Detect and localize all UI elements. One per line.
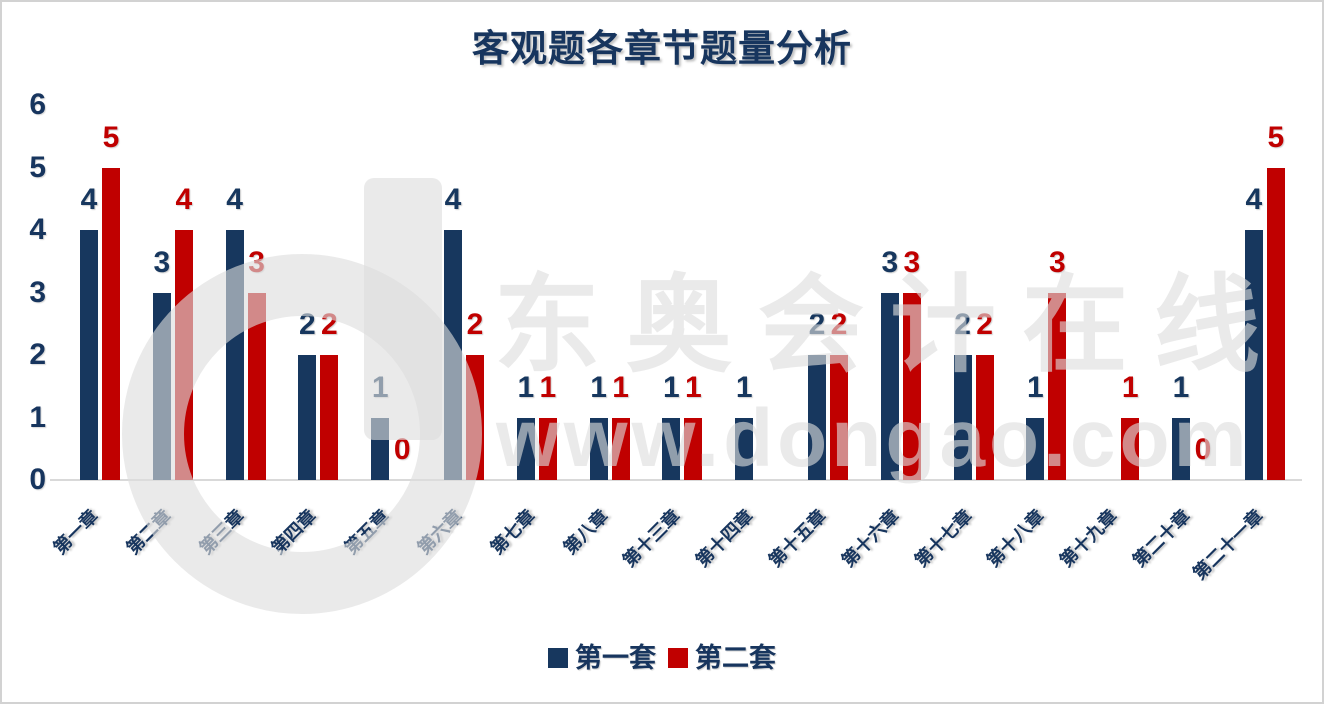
value-bar [953, 355, 972, 480]
value-label: 1 [590, 370, 607, 404]
x-tick-label: 第十四章 [692, 505, 758, 571]
x-tick-label: 第一章 [49, 505, 102, 559]
value-label: 4 [80, 183, 98, 216]
value-bar [466, 355, 484, 480]
x-tick-label: 第十五章 [764, 505, 830, 571]
value-label: 3 [881, 245, 899, 279]
value-label: 2 [830, 308, 848, 341]
value-bar [152, 292, 171, 480]
value-label: 4 [1245, 183, 1263, 216]
value-label: 5 [102, 120, 120, 154]
x-tick-label: 第五章 [340, 505, 394, 559]
y-tick-label: 4 [29, 213, 46, 246]
value-bar [247, 292, 266, 480]
value-bar [298, 355, 317, 480]
x-tick-label: 第六章 [413, 505, 466, 559]
x-tick-label: 第十七章 [910, 505, 976, 571]
y-tick-label: 2 [29, 338, 46, 371]
legend-label: 第二套 [695, 643, 776, 673]
value-label: 1 [1027, 370, 1044, 404]
x-tick-label: 第二章 [122, 505, 175, 559]
value-bar [1266, 167, 1285, 480]
value-bar [662, 417, 681, 480]
value-label: 1 [1172, 370, 1190, 404]
chart-legend: 第一套 第二套 [2, 644, 1322, 672]
x-tick-label: 第十八章 [983, 505, 1049, 571]
value-label: 2 [466, 308, 484, 341]
value-label: 2 [954, 308, 971, 341]
value-bar [902, 292, 921, 480]
y-tick-label: 1 [29, 400, 46, 434]
value-bar [735, 417, 754, 480]
x-tick-label: 第十三章 [619, 505, 685, 571]
value-label: 3 [248, 245, 265, 279]
value-bar [444, 230, 462, 480]
value-label: 5 [1267, 120, 1285, 154]
y-tick-label: 6 [29, 88, 46, 121]
y-tick-label: 5 [29, 150, 46, 184]
value-label: 1 [371, 370, 389, 404]
value-label: 4 [226, 183, 243, 216]
value-bar [1244, 230, 1263, 480]
legend-swatch [548, 648, 568, 668]
value-label: 1 [685, 370, 702, 404]
x-axis-line [50, 479, 1302, 481]
value-bar [684, 417, 703, 480]
value-label: 1 [663, 370, 680, 404]
value-bar [975, 355, 994, 480]
value-label: 4 [175, 183, 193, 216]
x-tick-label: 第七章 [486, 505, 539, 559]
value-bar [80, 230, 98, 480]
value-label: 2 [808, 308, 826, 341]
value-label: 3 [903, 245, 921, 279]
x-tick-label: 第十九章 [1056, 505, 1122, 571]
value-label: 1 [517, 370, 535, 404]
value-bar [1172, 417, 1190, 480]
value-bar [1048, 292, 1067, 480]
value-label: 4 [444, 183, 462, 216]
x-tick-label: 第二十一章 [1189, 505, 1267, 584]
value-bar [174, 230, 193, 480]
x-tick-label: 第八章 [559, 505, 612, 559]
value-label: 0 [393, 433, 411, 466]
value-bar [320, 355, 339, 480]
value-bar [830, 355, 848, 480]
x-tick-label: 第四章 [268, 505, 321, 559]
value-bar [589, 417, 608, 480]
page-title: 客观题各章节题量分析 [472, 28, 852, 69]
value-bar [880, 292, 899, 480]
value-bar [808, 355, 826, 480]
value-label: 2 [976, 308, 993, 341]
legend-swatch [668, 648, 688, 668]
value-bar [1121, 417, 1140, 480]
value-label: 1 [539, 370, 557, 404]
value-label: 3 [1049, 245, 1066, 279]
y-tick-label: 0 [29, 463, 46, 496]
legend-label: 第一套 [575, 643, 656, 673]
legend-item: 第二套 [668, 644, 776, 672]
value-label: 0 [1194, 433, 1212, 466]
value-bar [611, 417, 630, 480]
value-label: 1 [735, 370, 753, 404]
x-tick-label: 第三章 [195, 505, 248, 559]
value-bar [102, 167, 120, 480]
value-label: 2 [321, 308, 338, 341]
value-label: 1 [1121, 370, 1139, 404]
legend-item: 第一套 [548, 644, 656, 672]
x-tick-label: 第二十章 [1128, 505, 1194, 571]
value-label: 1 [612, 370, 629, 404]
x-tick-label: 第十六章 [837, 505, 903, 571]
y-tick-label: 3 [29, 275, 46, 309]
value-bar [538, 417, 557, 480]
value-bar [516, 417, 535, 480]
value-bar [1026, 417, 1045, 480]
